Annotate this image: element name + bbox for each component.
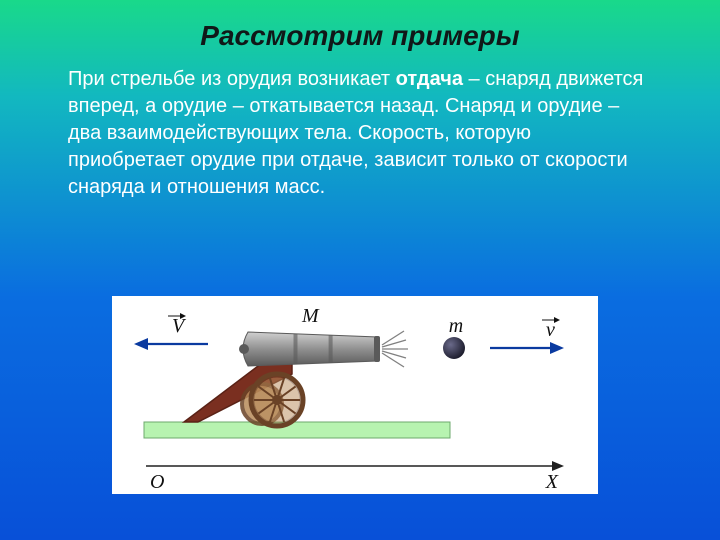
recoil-velocity-label: V: [172, 315, 187, 337]
projectile-velocity-label: v: [546, 319, 555, 341]
paragraph-pre: При стрельбе из орудия возникает: [68, 68, 396, 90]
axis-x-label: X: [545, 471, 559, 493]
cannon-mass-label: M: [301, 305, 320, 327]
projectile-mass-label: m: [449, 315, 463, 337]
slide: Рассмотрим примеры При стрельбе из оруди…: [0, 0, 720, 540]
slide-paragraph: При стрельбе из орудия возникает отдача …: [0, 58, 720, 201]
axis-origin-label: O: [150, 471, 164, 493]
cannon-diagram: O X V Mm v: [112, 296, 598, 494]
slide-title: Рассмотрим примеры: [0, 0, 720, 58]
paragraph-bold: отдача: [396, 68, 463, 90]
